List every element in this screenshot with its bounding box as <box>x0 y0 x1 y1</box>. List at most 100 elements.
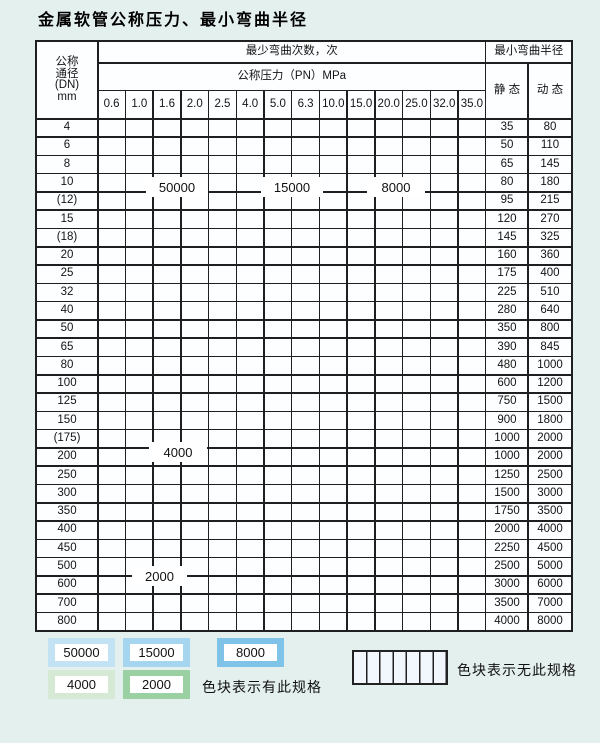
spec-cell <box>320 229 347 246</box>
spec-cell <box>209 119 236 137</box>
no-spec-cell <box>347 448 375 466</box>
spec-cell <box>98 338 125 356</box>
spec-cell <box>153 229 181 246</box>
spec-cell <box>98 156 125 173</box>
no-spec-cell <box>431 540 458 557</box>
spec-cell <box>237 357 264 374</box>
spec-cell <box>126 594 153 612</box>
spec-cell <box>98 466 125 484</box>
no-spec-cell <box>264 393 291 411</box>
spec-cell <box>153 265 181 283</box>
spec-cell <box>98 210 125 228</box>
no-spec-cell <box>292 448 319 466</box>
no-spec-cell <box>458 503 485 521</box>
spec-cell <box>264 357 291 374</box>
spec-cell <box>237 375 264 393</box>
spec-cell <box>292 229 319 246</box>
spec-cell <box>209 485 236 502</box>
no-spec-cell <box>431 412 458 429</box>
spec-cell <box>347 156 375 173</box>
no-spec-cell <box>264 466 291 484</box>
no-spec-cell <box>209 594 236 612</box>
static-radius-value: 1750 <box>486 503 528 521</box>
no-spec-cell <box>320 357 347 374</box>
static-radius-value: 1250 <box>486 466 528 484</box>
no-spec-cell <box>458 229 485 246</box>
spec-cell <box>126 503 153 521</box>
pressure-column-header: 35.0 <box>458 91 485 118</box>
no-spec-cell <box>458 558 485 576</box>
spec-cell <box>181 393 208 411</box>
no-spec-cell <box>458 338 485 356</box>
spec-cell <box>209 137 236 155</box>
no-spec-cell <box>347 357 375 374</box>
no-spec-cell <box>375 302 402 320</box>
no-spec-cell <box>458 393 485 411</box>
spec-cell <box>181 265 208 283</box>
no-spec-cell <box>292 540 319 557</box>
spec-cell <box>153 247 181 265</box>
spec-cell <box>98 284 125 301</box>
no-spec-cell <box>292 485 319 502</box>
spec-cell <box>98 412 125 429</box>
no-spec-cell <box>375 613 402 630</box>
no-spec-cell <box>431 174 458 192</box>
no-spec-cell <box>347 521 375 539</box>
no-spec-cell <box>431 594 458 612</box>
no-spec-cell <box>403 393 430 411</box>
no-spec-cell <box>403 302 430 320</box>
static-radius-value: 480 <box>486 357 528 374</box>
pressure-column-header: 4.0 <box>237 91 264 118</box>
no-spec-cell <box>458 192 485 210</box>
no-spec-cell <box>292 558 319 576</box>
spec-cell <box>126 338 153 356</box>
spec-cell <box>209 156 236 173</box>
no-spec-cell <box>375 357 402 374</box>
spec-cell <box>126 540 153 557</box>
no-spec-cell <box>403 503 430 521</box>
spec-cell <box>237 284 264 301</box>
no-spec-cell <box>403 229 430 246</box>
no-spec-cell <box>292 576 319 594</box>
static-radius-value: 900 <box>486 412 528 429</box>
legend-label-50000: 50000 <box>55 644 108 661</box>
no-spec-cell <box>375 284 402 301</box>
static-radius-value: 65 <box>486 156 528 173</box>
no-spec-cell <box>403 594 430 612</box>
no-spec-cell <box>320 393 347 411</box>
pressure-column-header: 0.6 <box>98 91 125 118</box>
spec-cell <box>209 540 236 557</box>
no-spec-cell <box>181 613 208 630</box>
no-spec-cell <box>458 412 485 429</box>
dynamic-radius-value: 215 <box>528 192 571 210</box>
spec-cell <box>209 247 236 265</box>
dn-label: 10 <box>37 174 97 192</box>
no-spec-cell <box>320 540 347 557</box>
spec-cell <box>98 192 125 210</box>
spec-cell <box>292 156 319 173</box>
pressure-column-header: 15.0 <box>347 91 375 118</box>
dn-label: 65 <box>37 338 97 356</box>
pressure-column-header: 2.5 <box>209 91 236 118</box>
no-spec-cell <box>375 503 402 521</box>
no-spec-cell <box>458 156 485 173</box>
no-spec-cell <box>431 137 458 155</box>
dn-corner-header: 公称 通径 (DN) mm <box>37 42 97 118</box>
no-spec-cell <box>292 521 319 539</box>
pressure-column-header: 1.0 <box>126 91 153 118</box>
static-radius-value: 280 <box>486 302 528 320</box>
no-spec-cell <box>292 466 319 484</box>
spec-cell <box>292 265 319 283</box>
no-spec-cell <box>458 284 485 301</box>
no-spec-cell <box>458 430 485 448</box>
spec-cell <box>292 247 319 265</box>
region-label-2000: 2000 <box>132 566 187 586</box>
static-radius-value: 120 <box>486 210 528 228</box>
no-spec-cell <box>375 558 402 576</box>
no-spec-cell <box>292 375 319 393</box>
spec-cell <box>126 210 153 228</box>
no-spec-cell <box>347 594 375 612</box>
spec-cell <box>126 613 153 630</box>
no-spec-cell <box>347 613 375 630</box>
no-spec-cell <box>237 540 264 557</box>
